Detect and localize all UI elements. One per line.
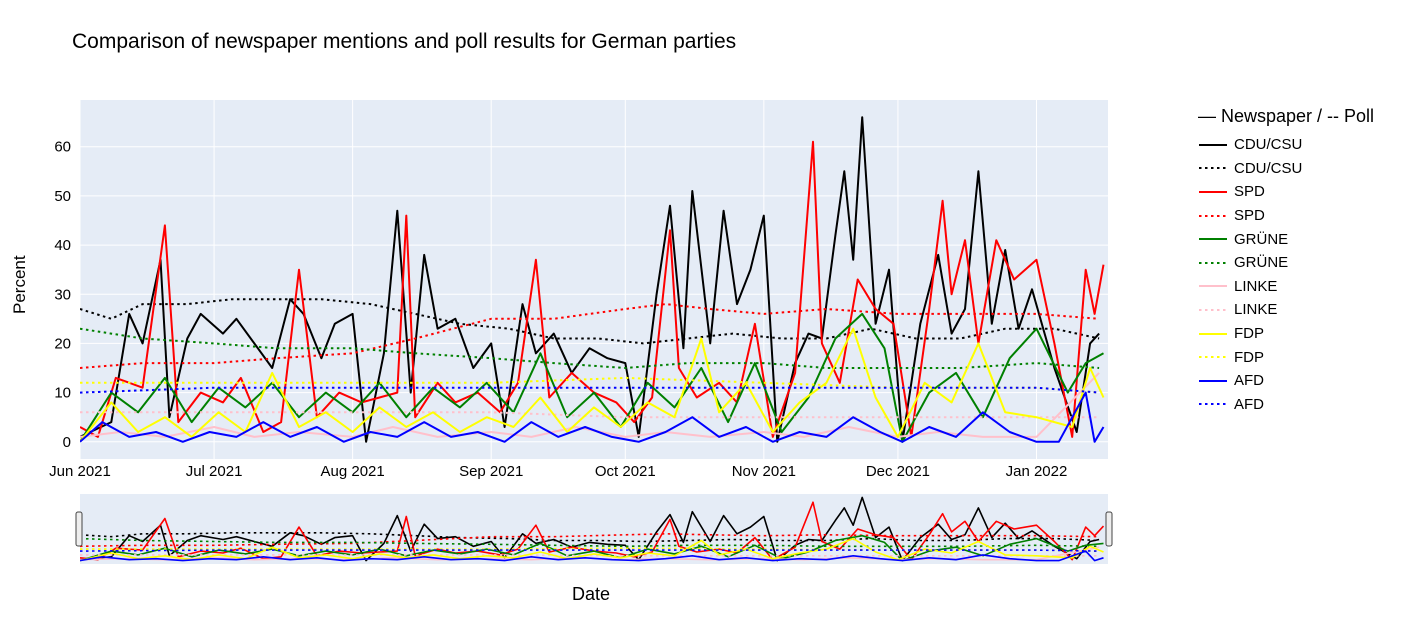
- x-tick-label: Aug 2021: [321, 463, 385, 480]
- range-slider-lines: [80, 496, 1105, 562]
- y-tick-label: 30: [54, 286, 71, 303]
- y-tick-label: 50: [54, 188, 71, 205]
- x-tick-label: Dec 2021: [866, 463, 930, 480]
- legend-title: — Newspaper / -- Poll: [1198, 106, 1375, 126]
- legend-swatch: [1199, 261, 1227, 264]
- legend-label: GRÜNE: [1234, 230, 1289, 248]
- series-line-spd-newspaper: [80, 140, 1105, 438]
- legend-item[interactable]: SPD: [1198, 204, 1374, 228]
- slider-line-cdu-csu-poll: [80, 531, 1100, 543]
- legend-label: AFD: [1234, 395, 1264, 413]
- legend-swatch: [1199, 238, 1227, 241]
- range-slider-right-handle[interactable]: [1105, 511, 1113, 547]
- slider-line-linke-poll: [80, 554, 1100, 557]
- y-tick-label: 0: [63, 434, 71, 451]
- x-tick-label: Sep 2021: [459, 463, 523, 480]
- x-tick-label: Jul 2021: [186, 463, 243, 480]
- slider-line-gr-ne-newspaper: [80, 534, 1104, 562]
- legend-item[interactable]: GRÜNE: [1198, 251, 1374, 275]
- series-line-spd-poll: [80, 303, 1100, 369]
- legend-label: AFD: [1234, 372, 1264, 390]
- series-line-fdp-newspaper: [80, 327, 1105, 443]
- series-line-fdp-poll: [80, 376, 1100, 394]
- range-slider-handles[interactable]: [75, 511, 1113, 547]
- series-line-linke-poll: [80, 411, 1100, 419]
- legend-label: GRÜNE: [1234, 254, 1289, 272]
- x-axis-label: Date: [572, 584, 611, 604]
- legend-item[interactable]: CDU/CSU: [1198, 157, 1374, 181]
- slider-line-spd-poll: [80, 532, 1100, 548]
- legend-item[interactable]: FDP: [1198, 322, 1374, 346]
- series-line-gr-ne-newspaper: [80, 312, 1104, 443]
- x-tick-label: Oct 2021: [595, 463, 656, 480]
- legend-swatch: [1199, 285, 1227, 288]
- legend-swatch: [1199, 143, 1227, 146]
- x-tick-label: Jan 2022: [1006, 463, 1068, 480]
- legend-item[interactable]: AFD: [1198, 369, 1374, 393]
- legend-label: LINKE: [1234, 301, 1278, 319]
- slider-line-afd-poll: [80, 549, 1100, 552]
- legend-swatch: [1199, 356, 1227, 359]
- legend: — Newspaper / -- Poll CDU/CSU CDU/CSU SPD S…: [1198, 106, 1374, 416]
- legend-item[interactable]: SPD: [1198, 180, 1374, 204]
- legend-swatch: [1199, 379, 1227, 382]
- legend-item[interactable]: CDU/CSU: [1198, 133, 1374, 157]
- legend-swatch: [1199, 214, 1227, 217]
- legend-swatch: [1199, 332, 1227, 335]
- y-tick-label: 20: [54, 335, 71, 352]
- legend-item[interactable]: GRÜNE: [1198, 227, 1374, 251]
- chart-title: Comparison of newspaper mentions and pol…: [72, 30, 737, 53]
- series-line-cdu-csu-poll: [80, 298, 1100, 345]
- y-tick-label: 40: [54, 237, 71, 254]
- series-line-gr-ne-poll: [80, 327, 1100, 369]
- legend-item[interactable]: LINKE: [1198, 298, 1374, 322]
- series-line-afd-newspaper: [80, 391, 1105, 443]
- legend-item[interactable]: FDP: [1198, 345, 1374, 369]
- legend-item[interactable]: LINKE: [1198, 275, 1374, 299]
- slider-line-fdp-poll: [80, 547, 1100, 552]
- slider-line-fdp-newspaper: [80, 537, 1104, 562]
- x-tick-label: Jun 2021: [49, 463, 111, 480]
- series-lines: [80, 116, 1105, 443]
- axes: 0 10 20 30 40 50 60 Jun 2021 Jul 2021 Aug 2021 Sep…: [49, 139, 1067, 480]
- legend-label: LINKE: [1234, 277, 1278, 295]
- legend-label: FDP: [1234, 325, 1264, 343]
- slider-line-afd-newspaper: [80, 550, 1104, 562]
- legend-swatch: [1199, 190, 1227, 193]
- legend-swatch: [1199, 167, 1227, 170]
- y-tick-label: 60: [54, 139, 71, 156]
- legend-item[interactable]: AFD: [1198, 393, 1374, 417]
- y-tick-label: 10: [54, 385, 71, 402]
- legend-label: CDU/CSU: [1234, 136, 1303, 154]
- legend-label: SPD: [1234, 207, 1265, 225]
- plot-area: [80, 100, 1108, 459]
- legend-swatch: [1199, 403, 1227, 406]
- x-tick-label: Nov 2021: [732, 463, 796, 480]
- legend-swatch: [1199, 308, 1227, 311]
- range-slider-left-handle[interactable]: [75, 511, 83, 547]
- legend-label: CDU/CSU: [1234, 159, 1303, 177]
- legend-label: SPD: [1234, 183, 1265, 201]
- y-axis-label: Percent: [10, 255, 29, 314]
- legend-label: FDP: [1234, 348, 1264, 366]
- series-line-afd-poll: [80, 386, 1100, 394]
